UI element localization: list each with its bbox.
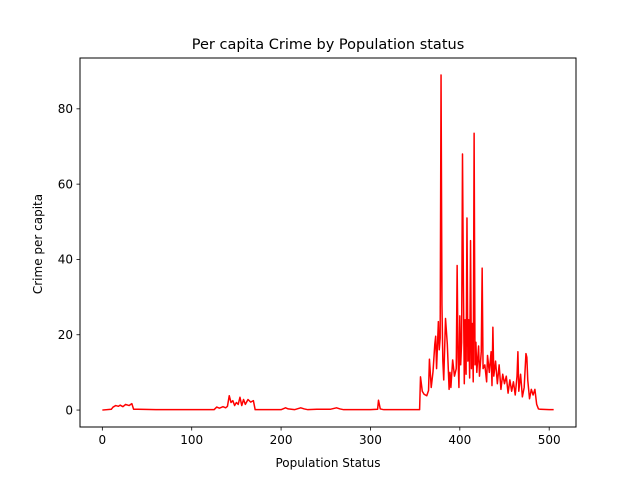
chart-title: Per capita Crime by Population status [192,37,465,53]
x-tick-label: 200 [270,433,293,447]
x-axis-ticks: 0 100 200 300 400 500 [99,427,561,447]
axes-frame [79,57,577,428]
y-tick-label: 60 [58,177,73,191]
x-tick-label: 500 [538,433,561,447]
x-tick-label: 400 [448,433,471,447]
plot-area [102,74,554,411]
x-axis-label: Population Status [275,456,380,470]
y-axis-ticks: 0 20 40 60 80 [58,102,80,417]
y-tick-label: 80 [58,102,73,116]
y-tick-label: 40 [58,253,73,267]
x-tick-label: 100 [180,433,203,447]
x-tick-label: 300 [359,433,382,447]
series-line-0 [102,74,554,411]
y-tick-label: 20 [58,328,73,342]
y-axis-label: Crime per capita [31,194,45,294]
y-tick-label: 0 [65,403,73,417]
x-tick-label: 0 [99,433,107,447]
